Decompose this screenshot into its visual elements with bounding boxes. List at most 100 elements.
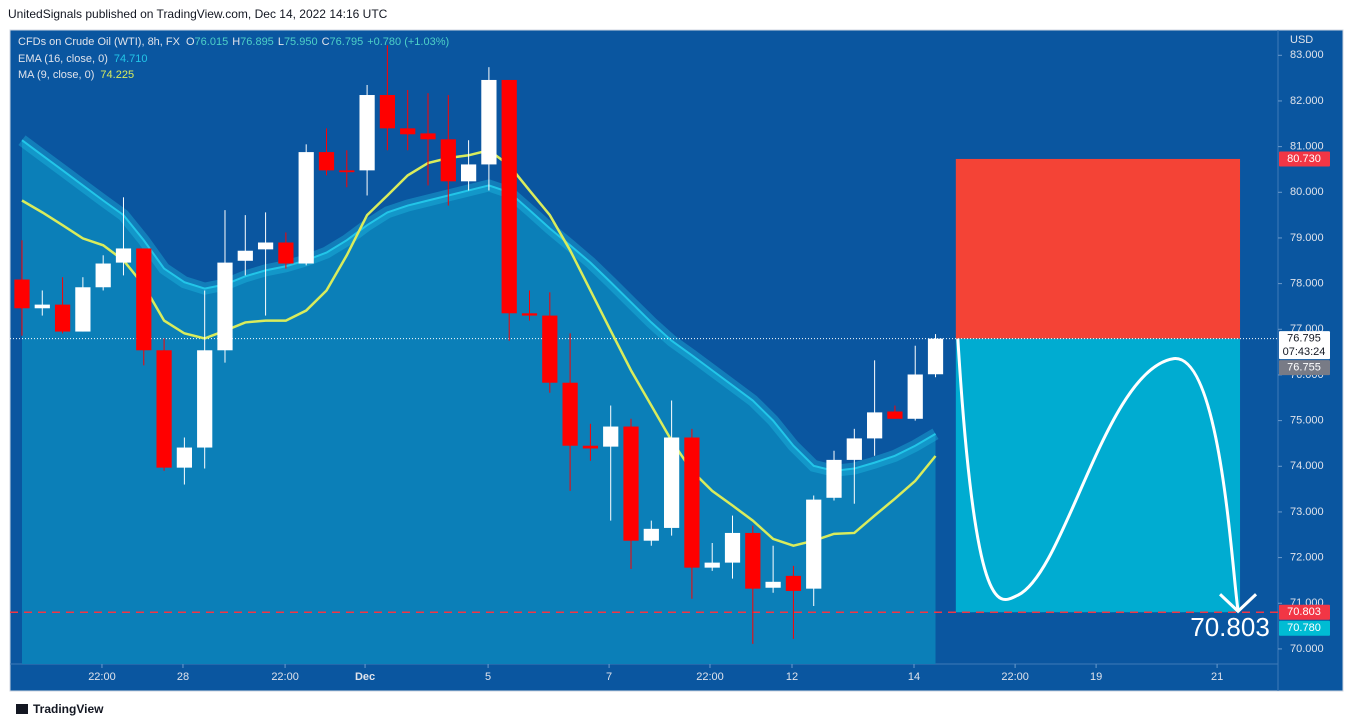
candle-body bbox=[257, 242, 274, 250]
price-tag bbox=[1279, 620, 1330, 636]
ohlc-key: H bbox=[232, 36, 240, 48]
legend: CFDs on Crude Oil (WTI), 8h, FX O 76.015 H 7… bbox=[18, 36, 449, 81]
x-tick-label: 28 bbox=[177, 671, 189, 683]
header: UnitedSignals published on TradingView.c… bbox=[8, 7, 388, 21]
ohlc-value: 76.895 bbox=[240, 36, 274, 48]
y-tick-label: 74.000 bbox=[1290, 460, 1324, 472]
candle-body bbox=[440, 139, 456, 182]
candle-body bbox=[420, 133, 436, 140]
x-tick-label: 14 bbox=[908, 671, 920, 683]
candle-body bbox=[542, 315, 558, 383]
footer-logo: TradingView bbox=[33, 702, 104, 716]
x-tick-label: 22:00 bbox=[1001, 671, 1029, 683]
candle-body bbox=[724, 532, 741, 563]
price-tag-label: 70.780 bbox=[1287, 622, 1321, 634]
candle-body bbox=[75, 287, 91, 332]
candle-body bbox=[867, 412, 883, 439]
x-tick-label: 5 bbox=[485, 671, 491, 683]
y-tick-label: 75.000 bbox=[1290, 415, 1324, 427]
candle-body bbox=[318, 152, 335, 171]
y-tick-label: 78.000 bbox=[1290, 278, 1324, 290]
x-tick-label: Dec bbox=[355, 671, 375, 683]
x-tick-label: 12 bbox=[786, 671, 798, 683]
price-tag-label: 80.730 bbox=[1287, 153, 1321, 165]
stop-zone bbox=[955, 158, 1241, 339]
candle-body bbox=[582, 445, 599, 449]
plot: 70.803 bbox=[10, 45, 1278, 664]
candle-body bbox=[298, 152, 314, 264]
candle-body bbox=[339, 170, 355, 173]
candle-body bbox=[603, 426, 619, 447]
price-tag-label: 70.803 bbox=[1287, 606, 1321, 618]
price-tag-label: 76.755 bbox=[1287, 362, 1321, 374]
candle-body bbox=[623, 426, 639, 541]
candle-body bbox=[501, 79, 517, 314]
ohlc-value: 75.950 bbox=[284, 36, 318, 48]
candle-body bbox=[806, 499, 822, 589]
symbol: CFDs on Crude Oil (WTI), 8h, FX bbox=[18, 36, 181, 48]
x-tick-label: 19 bbox=[1090, 671, 1102, 683]
legend-value: 74.710 bbox=[114, 53, 148, 65]
legend-value: 74.225 bbox=[100, 69, 134, 81]
target-zone bbox=[955, 338, 1241, 613]
candle-body bbox=[481, 79, 497, 165]
candle-body bbox=[785, 575, 802, 591]
candle-body bbox=[765, 581, 781, 588]
ma-line bbox=[21, 148, 937, 548]
candle-body bbox=[197, 350, 213, 448]
candle-body bbox=[34, 304, 50, 309]
candle-body bbox=[156, 350, 172, 468]
candle-body bbox=[359, 95, 375, 171]
candle-body bbox=[115, 248, 132, 263]
target-value: 70.803 bbox=[1190, 612, 1270, 642]
ohlc-value: 76.015 bbox=[195, 36, 229, 48]
legend-name: MA (9, close, 0) bbox=[18, 69, 94, 81]
currency: USD bbox=[1290, 34, 1313, 46]
ohlc-value: 76.795 bbox=[330, 36, 364, 48]
x-tick-label: 21 bbox=[1211, 671, 1223, 683]
price-tag-label: 76.795 bbox=[1287, 333, 1321, 345]
countdown: 07:43:24 bbox=[1283, 346, 1326, 358]
candle-body bbox=[907, 374, 923, 419]
logo-icon bbox=[16, 704, 28, 714]
candle-body bbox=[826, 459, 842, 498]
legend-name: EMA (16, close, 0) bbox=[18, 53, 108, 65]
candle-body bbox=[176, 447, 192, 468]
y-tick-label: 82.000 bbox=[1290, 95, 1324, 107]
candle-body bbox=[95, 263, 111, 288]
candle-body bbox=[379, 95, 396, 129]
forecast-curve bbox=[956, 338, 1240, 611]
forecast-arrow bbox=[1219, 593, 1258, 614]
x-tick-label: 7 bbox=[606, 671, 612, 683]
candle-body bbox=[704, 562, 720, 568]
y-tick-label: 83.000 bbox=[1290, 49, 1324, 61]
ema-line bbox=[21, 139, 937, 472]
candle-body bbox=[887, 411, 903, 419]
price-tag bbox=[1279, 151, 1330, 167]
y-tick-label: 72.000 bbox=[1290, 552, 1324, 564]
candle-body bbox=[54, 304, 71, 332]
ohlc-key: O bbox=[186, 36, 195, 48]
candle-body bbox=[562, 382, 578, 446]
ohlc-key: C bbox=[322, 36, 330, 48]
candle-body bbox=[663, 437, 680, 528]
y-tick-label: 79.000 bbox=[1290, 232, 1324, 244]
candle-body bbox=[521, 313, 538, 316]
candle-body bbox=[237, 250, 253, 261]
y-tick-label: 80.000 bbox=[1290, 186, 1324, 198]
candle-body bbox=[278, 242, 294, 264]
y-tick-label: 81.000 bbox=[1290, 141, 1324, 153]
y-tick-label: 70.000 bbox=[1290, 643, 1324, 655]
candle-body bbox=[136, 248, 152, 351]
candle-body bbox=[400, 128, 416, 135]
price-tag bbox=[1279, 360, 1330, 376]
price-tag bbox=[1279, 604, 1330, 620]
candle-body bbox=[643, 528, 659, 541]
ohlc-key: L bbox=[278, 36, 284, 48]
x-tick-label: 22:00 bbox=[696, 671, 724, 683]
candle-body bbox=[846, 438, 862, 460]
ema-cloud bbox=[21, 140, 936, 664]
candle-body bbox=[217, 262, 233, 351]
candle-body bbox=[460, 164, 477, 182]
